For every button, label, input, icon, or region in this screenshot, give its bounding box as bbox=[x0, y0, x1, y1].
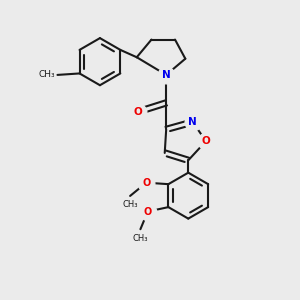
Text: O: O bbox=[144, 206, 152, 217]
Text: N: N bbox=[188, 117, 197, 127]
Text: O: O bbox=[142, 178, 150, 188]
Text: CH₃: CH₃ bbox=[133, 234, 148, 243]
Text: CH₃: CH₃ bbox=[38, 70, 55, 80]
Text: N: N bbox=[162, 70, 171, 80]
Text: O: O bbox=[134, 107, 142, 117]
Text: CH₃: CH₃ bbox=[122, 200, 138, 209]
Text: O: O bbox=[202, 136, 210, 146]
